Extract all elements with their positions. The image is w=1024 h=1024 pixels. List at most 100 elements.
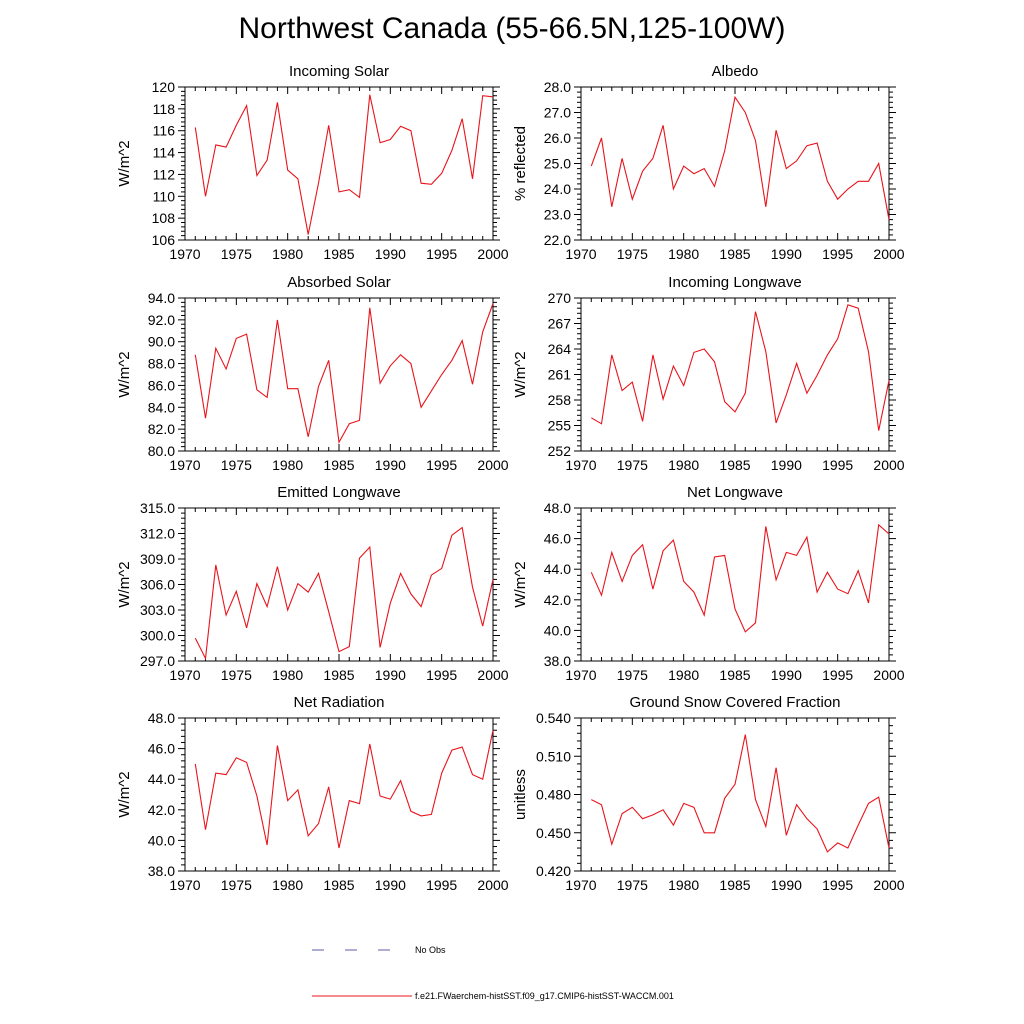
chart-incoming-solar-ytick-label: 112 — [153, 166, 176, 182]
chart-albedo-ytick-label: 24.0 — [544, 181, 571, 197]
chart-ground-snow-covered-fraction-ylabel: unitless — [512, 769, 529, 820]
chart-net-radiation-xtick-label: 1995 — [426, 877, 457, 893]
chart-net-radiation-ytick-label: 44.0 — [148, 771, 175, 787]
chart-absorbed-solar-ytick-label: 92.0 — [148, 312, 175, 328]
chart-incoming-solar-ytick-label: 110 — [153, 188, 176, 204]
legend-model-label: f.e21.FWaerchem-histSST.f09_g17.CMIP6-hi… — [415, 991, 674, 1001]
chart-incoming-solar-ytick-label: 106 — [152, 232, 176, 248]
chart-ground-snow-covered-fraction-frame — [580, 717, 890, 872]
chart-emitted-longwave-ytick-label: 312.0 — [140, 526, 175, 542]
chart-net-longwave-title: Net Longwave — [687, 484, 783, 501]
chart-incoming-longwave-xtick-label: 1995 — [822, 457, 853, 473]
chart-ground-snow-covered-fraction-xtick-label: 1985 — [719, 877, 750, 893]
chart-net-longwave-ytick-label: 40.0 — [544, 622, 571, 638]
chart-incoming-solar-ytick-label: 116 — [153, 123, 176, 139]
chart-incoming-solar-xtick-label: 1990 — [375, 246, 406, 262]
chart-absorbed-solar-frame — [184, 297, 494, 452]
chart-incoming-solar-xtick-label: 1970 — [169, 246, 200, 262]
chart-emitted-longwave-xtick-label: 1995 — [426, 667, 457, 683]
chart-absorbed-solar-xtick-label: 1990 — [375, 457, 406, 473]
chart-net-radiation-ytick-label: 42.0 — [148, 802, 175, 818]
chart-net-longwave-xtick-label: 1995 — [822, 667, 853, 683]
chart-incoming-longwave-title: Incoming Longwave — [668, 274, 801, 291]
chart-net-radiation-title: Net Radiation — [294, 694, 385, 711]
chart-absorbed-solar-ytick-label: 86.0 — [148, 377, 175, 393]
chart-albedo-xtick-label: 2000 — [873, 246, 904, 262]
chart-net-longwave-xtick-label: 1990 — [771, 667, 802, 683]
chart-net-longwave-ytick-label: 38.0 — [544, 653, 571, 669]
chart-incoming-solar-frame — [184, 86, 494, 241]
chart-emitted-longwave-title: Emitted Longwave — [277, 484, 400, 501]
chart-incoming-longwave-panel: Incoming Longwave W/m^2 1970 1975 1980 1985 19… — [512, 274, 905, 473]
chart-ground-snow-covered-fraction-xtick-label: 1995 — [822, 877, 853, 893]
chart-absorbed-solar-xtick-label: 2000 — [477, 457, 508, 473]
chart-emitted-longwave-ytick-label: 300.0 — [140, 628, 175, 644]
chart-net-longwave-xtick-label: 1970 — [565, 667, 596, 683]
chart-incoming-solar-ytick-label: 114 — [153, 145, 176, 161]
chart-emitted-longwave-xtick-label: 2000 — [477, 667, 508, 683]
chart-net-radiation-xtick-label: 1975 — [221, 877, 252, 893]
chart-incoming-solar-xtick-label: 1975 — [221, 246, 252, 262]
chart-incoming-solar-ytick-label: 120 — [152, 79, 176, 95]
chart-ground-snow-covered-fraction-ytick-label: 0.540 — [536, 710, 571, 726]
chart-absorbed-solar-xtick-label: 1970 — [169, 457, 200, 473]
chart-ground-snow-covered-fraction-ytick-label: 0.480 — [536, 787, 571, 803]
chart-absorbed-solar-ytick-label: 94.0 — [148, 290, 175, 306]
chart-incoming-longwave-xtick-label: 1985 — [719, 457, 750, 473]
chart-incoming-longwave-xtick-label: 1970 — [565, 457, 596, 473]
chart-net-longwave-frame — [580, 507, 890, 662]
chart-net-radiation-xtick-label: 1990 — [375, 877, 406, 893]
chart-ground-snow-covered-fraction-ytick-label: 0.450 — [536, 825, 571, 841]
chart-net-radiation-xtick-label: 1970 — [169, 877, 200, 893]
chart-albedo-ytick-label: 25.0 — [544, 156, 571, 172]
chart-absorbed-solar-title: Absorbed Solar — [287, 274, 390, 291]
chart-ground-snow-covered-fraction-xtick-label: 2000 — [873, 877, 904, 893]
chart-emitted-longwave-ytick-label: 315.0 — [140, 500, 175, 516]
chart-albedo-ytick-label: 22.0 — [544, 232, 571, 248]
chart-albedo-series-line-0 — [590, 95, 890, 220]
chart-albedo-xtick-label: 1975 — [617, 246, 648, 262]
chart-ground-snow-covered-fraction-title: Ground Snow Covered Fraction — [630, 694, 841, 711]
chart-incoming-solar-xtick-label: 1980 — [272, 246, 303, 262]
chart-net-radiation-ytick-label: 40.0 — [148, 832, 175, 848]
chart-absorbed-solar-ytick-label: 88.0 — [148, 356, 175, 372]
chart-net-longwave-xtick-label: 1980 — [668, 667, 699, 683]
chart-net-radiation-series-line-0 — [194, 730, 494, 849]
chart-net-radiation-ylabel: W/m^2 — [116, 771, 133, 817]
chart-incoming-solar-panel: Incoming Solar W/m^2 1970 1975 1980 1985 1990 1… — [116, 63, 509, 262]
chart-absorbed-solar-ytick-label: 82.0 — [148, 421, 175, 437]
chart-net-longwave-ytick-label: 44.0 — [544, 561, 571, 577]
chart-emitted-longwave-ytick-label: 303.0 — [140, 602, 175, 618]
chart-emitted-longwave-xtick-label: 1980 — [272, 667, 303, 683]
chart-net-longwave-ytick-label: 42.0 — [544, 592, 571, 608]
chart-incoming-longwave-ytick-label: 261 — [548, 367, 572, 383]
chart-net-radiation-xtick-label: 1985 — [323, 877, 354, 893]
chart-emitted-longwave-ytick-label: 306.0 — [140, 577, 175, 593]
chart-net-radiation-ytick-label: 46.0 — [148, 741, 175, 757]
chart-incoming-longwave-xtick-label: 2000 — [873, 457, 904, 473]
legend: No Obs f.e21.FWaerchem-histSST.f09_g17.C… — [312, 945, 674, 1001]
chart-albedo-ytick-label: 28.0 — [544, 79, 571, 95]
chart-albedo-xtick-label: 1990 — [771, 246, 802, 262]
chart-emitted-longwave-series-line-0 — [194, 526, 494, 661]
chart-net-radiation-ytick-label: 38.0 — [148, 863, 175, 879]
chart-ground-snow-covered-fraction-xtick-label: 1970 — [565, 877, 596, 893]
chart-emitted-longwave-ylabel: W/m^2 — [116, 561, 133, 607]
chart-incoming-solar-title: Incoming Solar — [289, 63, 389, 80]
chart-incoming-longwave-ytick-label: 270 — [548, 290, 572, 306]
chart-net-longwave-xtick-label: 1975 — [617, 667, 648, 683]
chart-albedo-xtick-label: 1970 — [565, 246, 596, 262]
chart-emitted-longwave-frame — [184, 507, 494, 662]
chart-net-radiation-panel: Net Radiation W/m^2 1970 1975 1980 1985 1990 19… — [116, 694, 509, 893]
chart-incoming-longwave-xtick-label: 1975 — [617, 457, 648, 473]
chart-incoming-longwave-series-line-0 — [591, 304, 890, 431]
chart-albedo-title: Albedo — [712, 63, 759, 80]
chart-absorbed-solar-ytick-label: 90.0 — [148, 334, 175, 350]
chart-incoming-solar-xtick-label: 1985 — [323, 246, 354, 262]
chart-net-radiation-ytick-label: 48.0 — [148, 710, 175, 726]
chart-albedo-ytick-label: 27.0 — [544, 105, 571, 121]
chart-incoming-longwave-xtick-label: 1980 — [668, 457, 699, 473]
chart-ground-snow-covered-fraction-xtick-label: 1975 — [617, 877, 648, 893]
chart-net-radiation-xtick-label: 2000 — [477, 877, 508, 893]
